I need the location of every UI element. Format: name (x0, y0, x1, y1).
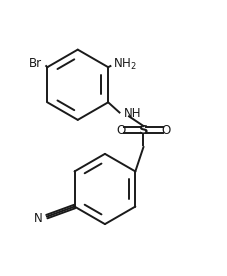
Text: N: N (34, 212, 42, 225)
Text: NH: NH (123, 107, 141, 120)
Text: O: O (116, 124, 125, 137)
Text: O: O (161, 124, 170, 137)
Text: S: S (138, 124, 148, 137)
Text: NH$_2$: NH$_2$ (112, 57, 136, 73)
Text: Br: Br (28, 57, 42, 70)
